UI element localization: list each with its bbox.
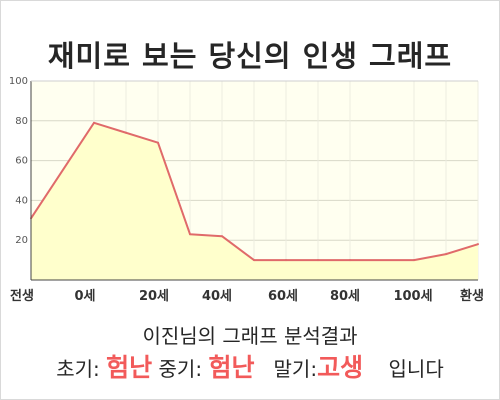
data-point	[157, 141, 159, 144]
life-graph-chart: 20 40 60 80 100 전생 0세 20세 40세 60세 80세 100세 환생	[9, 76, 484, 304]
analysis-summary: 초기: 험난 중기: 험난 말기:고생 입니다	[0, 348, 500, 384]
y-tick-label: 60	[15, 156, 28, 167]
x-tick-label: 전생	[10, 288, 34, 304]
y-tick-label: 40	[15, 195, 28, 206]
mid-value: 험난	[208, 353, 255, 382]
y-tick-label: 100	[9, 76, 28, 87]
data-point	[189, 233, 191, 236]
x-tick-label: 100세	[393, 289, 432, 304]
data-point	[125, 131, 127, 134]
early-label: 초기:	[56, 357, 100, 381]
chart-title: 재미로 보는 당신의 인생 그래프	[47, 39, 453, 73]
data-point	[477, 243, 479, 246]
data-point	[253, 259, 255, 262]
x-tick-label: 40세	[202, 289, 232, 304]
y-tick-label: 20	[15, 235, 28, 246]
x-tick-label: 20세	[139, 289, 169, 304]
y-tick-label: 80	[15, 116, 28, 127]
data-point	[317, 259, 319, 262]
late-value: 고생	[317, 353, 364, 382]
early-value: 험난	[106, 353, 153, 382]
x-tick-label: 80세	[330, 289, 360, 304]
data-point	[413, 259, 415, 262]
series-area	[31, 122, 478, 280]
analysis-caption: 이진님의 그래프 분석결과	[142, 324, 358, 348]
mid-label: 중기:	[158, 357, 203, 381]
data-point	[221, 235, 223, 238]
data-point	[93, 121, 95, 124]
late-label: 말기:	[273, 357, 318, 381]
x-tick-label: 0세	[74, 289, 95, 304]
x-tick-label: 환생	[460, 288, 484, 304]
data-point	[349, 259, 351, 262]
data-point	[285, 259, 287, 262]
summary-suffix: 입니다	[388, 357, 444, 381]
x-tick-label: 60세	[268, 289, 298, 304]
plot-area: 20 40 60 80 100 전생 0세 20세 40세 60세 80세 100세 환생	[9, 76, 484, 304]
data-point	[445, 253, 447, 256]
